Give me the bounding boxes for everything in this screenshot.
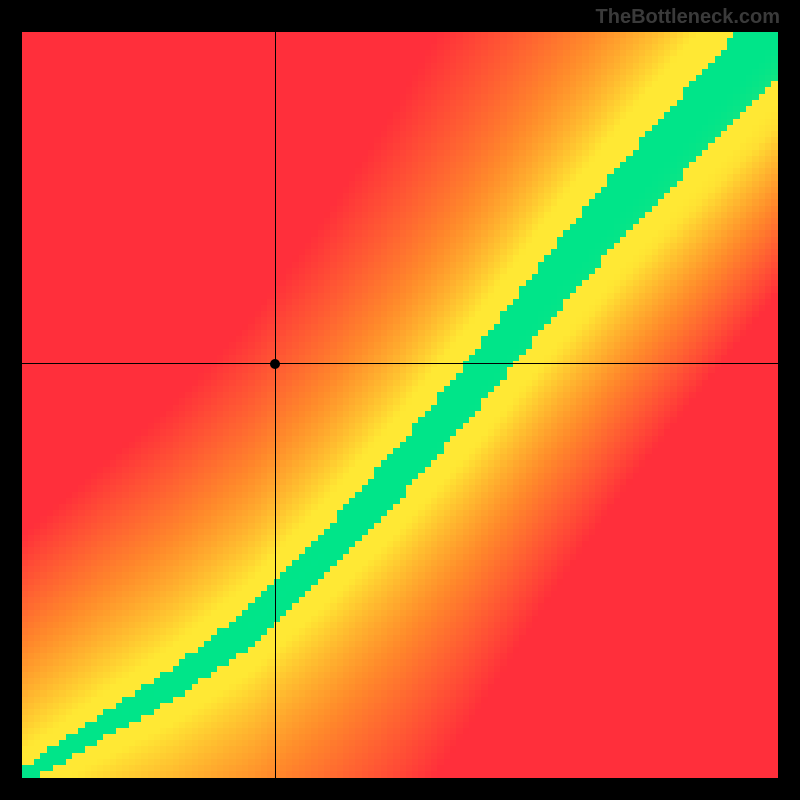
chart-container: TheBottleneck.com [0,0,800,800]
watermark-text: TheBottleneck.com [596,6,780,29]
crosshair-vertical [275,32,276,778]
crosshair-horizontal [22,363,778,364]
crosshair-marker [270,359,280,369]
heatmap-canvas [22,32,778,778]
